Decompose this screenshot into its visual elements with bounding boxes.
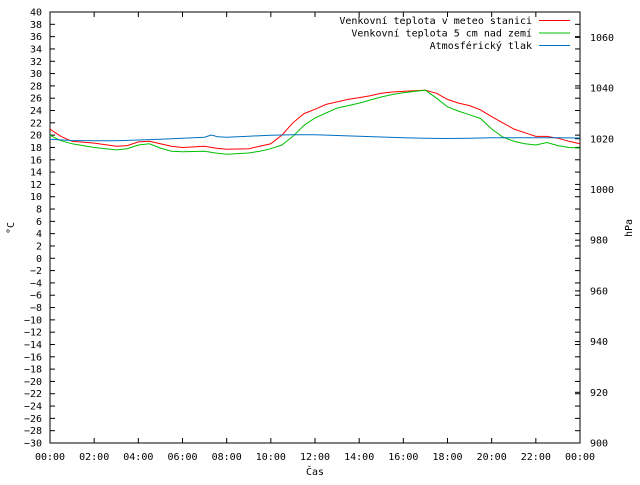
y-tick-label: 18	[30, 143, 42, 154]
y-tick-label: 32	[30, 57, 42, 68]
y2-tick-label: 960	[590, 286, 608, 297]
y-tick-label: −16	[24, 352, 42, 363]
y-tick-label: −26	[24, 414, 42, 425]
y-tick-label: 2	[36, 241, 42, 252]
x-tick-label: 00:00	[565, 452, 595, 463]
x-tick-label: 18:00	[432, 452, 462, 463]
x-tick-label: 14:00	[344, 452, 374, 463]
y-tick-label: 36	[30, 32, 42, 43]
y-tick-label: 4	[36, 229, 42, 240]
x-tick-label: 04:00	[123, 452, 153, 463]
right-axis: 900 920 940 960 980 1000 1020 1040 1060	[575, 33, 614, 450]
y2-tick-label: 940	[590, 337, 608, 348]
series-layer	[49, 89, 581, 155]
y-axis-label: °C	[6, 222, 17, 234]
y-tick-label: 26	[30, 94, 42, 105]
x-tick-label: 20:00	[477, 452, 507, 463]
x-tick-label: 22:00	[521, 452, 551, 463]
y-tick-label: 40	[30, 8, 42, 19]
y-tick-label: 34	[30, 44, 42, 55]
y-tick-label: −30	[24, 439, 42, 450]
y-tick-label: −6	[30, 291, 42, 302]
y-tick-label: 8	[36, 205, 42, 216]
y2-tick-label: 980	[590, 236, 608, 247]
y-tick-label: 16	[30, 155, 42, 166]
x-tick-label: 00:00	[35, 452, 65, 463]
x-tick-label: 02:00	[79, 452, 109, 463]
y2-tick-label: 1060	[590, 33, 614, 44]
series-line-3	[49, 134, 581, 142]
y-tick-label: 10	[30, 192, 42, 203]
y-tick-label: −10	[24, 315, 42, 326]
y-tick-label: −28	[24, 426, 42, 437]
x-tick-label: 12:00	[300, 452, 330, 463]
y2-tick-label: 1040	[590, 84, 614, 95]
y-tick-label: −12	[24, 328, 42, 339]
left-axis: −30−28−26−24−22−20−18−16−14−12−10−8−6−4−…	[24, 8, 580, 450]
y-tick-label: 12	[30, 180, 42, 191]
y-tick-label: −18	[24, 365, 42, 376]
y-tick-label: 30	[30, 69, 42, 80]
y-tick-label: −2	[30, 266, 42, 277]
y2-tick-label: 900	[590, 439, 608, 450]
series-line-2	[49, 89, 581, 155]
y2-tick-label: 1000	[590, 185, 614, 196]
y2-tick-label: 920	[590, 388, 608, 399]
x-tick-label: 06:00	[167, 452, 197, 463]
y-tick-label: 0	[36, 254, 42, 265]
legend-label-1: Venkovní teplota v meteo stanici	[339, 15, 532, 27]
x-tick-label: 08:00	[212, 452, 242, 463]
y2-axis-label: hPa	[624, 219, 635, 237]
y-tick-label: 6	[36, 217, 42, 228]
y-tick-label: 22	[30, 118, 42, 129]
y-tick-label: −8	[30, 303, 42, 314]
y-tick-label: 24	[30, 106, 42, 117]
x-tick-label: 10:00	[256, 452, 286, 463]
y-tick-label: 38	[30, 20, 42, 31]
plot-frame	[49, 11, 581, 444]
y-tick-label: −20	[24, 377, 42, 388]
y-tick-label: −14	[24, 340, 42, 351]
x-axis-label: Čas	[306, 465, 324, 478]
legend-label-3: Atmosférický tlak	[430, 40, 532, 52]
y-tick-label: 20	[30, 131, 42, 142]
legend: Venkovní teplota v meteo staniciVenkovní…	[339, 15, 570, 52]
x-tick-label: 16:00	[388, 452, 418, 463]
legend-label-2: Venkovní teplota 5 cm nad zemí	[351, 28, 532, 40]
y-tick-label: −24	[24, 402, 42, 413]
y-tick-label: −4	[30, 278, 42, 289]
y-tick-label: 28	[30, 81, 42, 92]
x-axis: 00:00 02:00 04:00 06:00 08:00 10:00 12:00 14:00…	[35, 12, 595, 463]
y-tick-label: −22	[24, 389, 42, 400]
y-tick-label: 14	[30, 168, 42, 179]
y2-tick-label: 1020	[590, 134, 614, 145]
series-line-1	[49, 89, 581, 150]
